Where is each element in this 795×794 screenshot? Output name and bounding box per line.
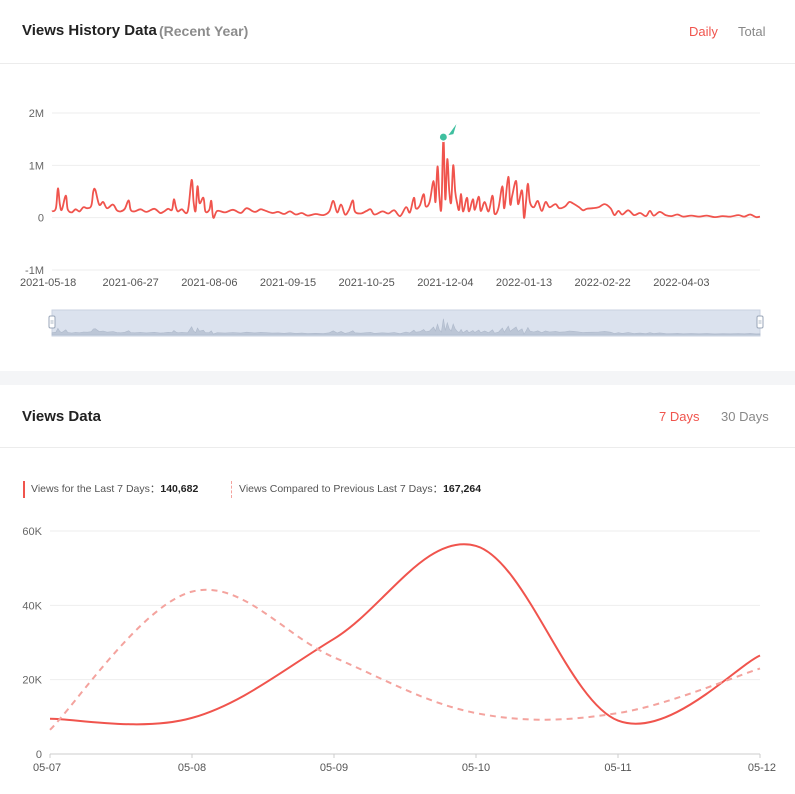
legend-current-label: Views for the Last 7 Days： xyxy=(31,483,161,495)
zoom-slider-preview xyxy=(51,318,761,336)
zoom-handle-left[interactable] xyxy=(48,315,56,329)
views-history-header: Views History Data (Recent Year) Daily T… xyxy=(0,0,795,64)
legend-previous-label: Views Compared to Previous Last 7 Days： xyxy=(239,483,444,495)
seven-days-toggle[interactable]: 7 Days xyxy=(659,409,700,424)
zoom-handle-right[interactable] xyxy=(756,315,764,329)
history-series-line xyxy=(51,137,761,219)
zoom-slider-track xyxy=(51,309,761,337)
views-x-tick-label: 05-10 xyxy=(462,762,490,774)
history-x-tick-label: 2022-02-22 xyxy=(575,277,631,289)
views-data-panel: Views Data 7 Days 30 Days Views for the … xyxy=(0,385,795,794)
history-y-tick-label: 2M xyxy=(29,108,44,120)
views-y-tick-label: 0 xyxy=(36,749,42,761)
history-x-tick-label: 2022-01-13 xyxy=(496,277,552,289)
peak-marker-dot xyxy=(438,132,449,143)
views-x-tick-label: 05-08 xyxy=(178,762,206,774)
views-data-title: Views Data xyxy=(22,408,101,425)
daily-toggle[interactable]: Daily xyxy=(689,24,718,39)
legend-previous-week: Views Compared to Previous Last 7 Days：1… xyxy=(231,481,482,499)
thirty-days-toggle[interactable]: 30 Days xyxy=(721,409,769,424)
history-x-tick-label: 2021-05-18 xyxy=(20,277,76,289)
history-x-tick-label: 2021-08-06 xyxy=(181,277,237,289)
legend-previous-value: 167,264 xyxy=(443,483,482,495)
views-x-tick-label: 05-12 xyxy=(748,762,776,774)
history-x-tick-label: 2021-09-15 xyxy=(260,277,316,289)
views-y-tick-label: 40K xyxy=(22,600,42,612)
previous-week-line xyxy=(49,588,761,731)
legend-current-week: Views for the Last 7 Days：140,682 xyxy=(23,481,199,499)
total-toggle[interactable]: Total xyxy=(738,24,766,39)
legend-current-value: 140,682 xyxy=(160,483,199,495)
current-week-line xyxy=(49,543,761,726)
views-x-tick-label: 05-07 xyxy=(33,762,61,774)
views-history-panel: Views History Data (Recent Year) Daily T… xyxy=(0,0,795,371)
views-history-subtitle: (Recent Year) xyxy=(159,23,249,39)
history-x-tick-label: 2021-06-27 xyxy=(103,277,159,289)
history-y-tick-label: 0 xyxy=(38,213,44,225)
history-x-tick-label: 2022-04-03 xyxy=(653,277,709,289)
views-y-tick-label: 20K xyxy=(22,675,42,687)
views-x-tick-label: 05-11 xyxy=(604,762,631,774)
views-y-tick-label: 60K xyxy=(22,526,42,538)
legend-dashed-marker xyxy=(231,481,232,498)
history-y-tick-label: 1M xyxy=(29,160,44,172)
history-y-tick-label: -1M xyxy=(25,265,44,277)
legend-solid-marker xyxy=(23,481,25,498)
views-history-title: Views History Data xyxy=(22,22,157,39)
history-x-tick-label: 2021-12-04 xyxy=(417,277,473,289)
views-data-header: Views Data 7 Days 30 Days xyxy=(0,385,795,448)
peak-marker-arrow-icon xyxy=(448,124,457,136)
views-x-tick-label: 05-09 xyxy=(320,762,348,774)
history-x-tick-label: 2021-10-25 xyxy=(339,277,395,289)
